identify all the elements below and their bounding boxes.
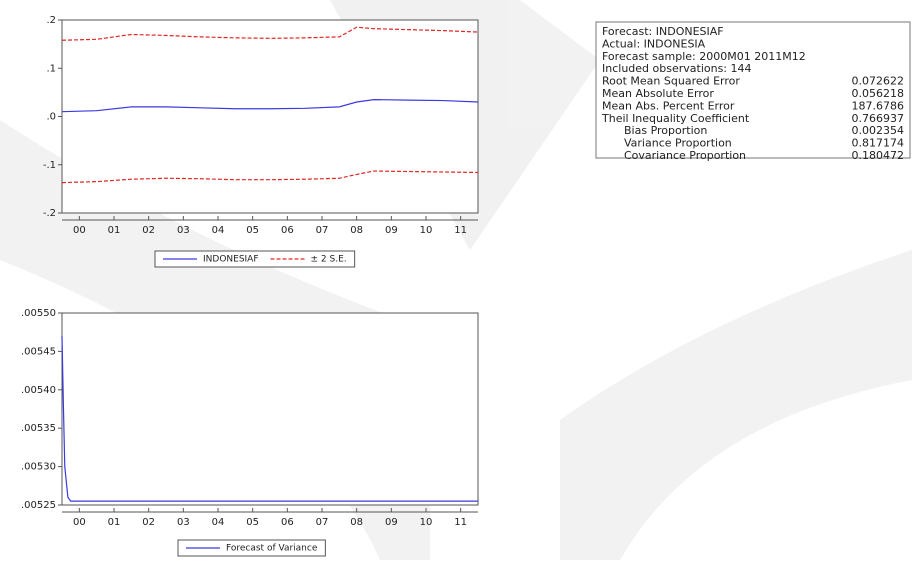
stats-label: Covariance Proportion bbox=[624, 149, 746, 162]
stats-label: Mean Absolute Error bbox=[602, 87, 714, 100]
stats-value: 0.766937 bbox=[852, 112, 905, 125]
x-tick-label: 05 bbox=[246, 517, 259, 528]
x-tick-label: 00 bbox=[73, 225, 86, 236]
x-tick-label: 05 bbox=[246, 225, 259, 236]
x-tick-label: 10 bbox=[420, 225, 433, 236]
stats-value: 0.180472 bbox=[852, 149, 905, 162]
legend-box bbox=[177, 539, 326, 557]
y-tick-label: -.1 bbox=[43, 160, 56, 171]
stats-line: Forecast: INDONESIAF bbox=[602, 25, 724, 38]
x-tick-label: 07 bbox=[316, 517, 329, 528]
legend-label: Forecast of Variance bbox=[226, 544, 318, 554]
x-tick-label: 00 bbox=[73, 517, 86, 528]
stats-line: Actual: INDONESIA bbox=[602, 37, 706, 50]
x-tick-label: 06 bbox=[281, 225, 294, 236]
x-tick-label: 01 bbox=[108, 225, 121, 236]
y-tick-label: -.2 bbox=[43, 208, 56, 219]
y-tick-label: .00545 bbox=[21, 346, 56, 357]
series-line bbox=[61, 170, 479, 184]
stats-label: Mean Abs. Percent Error bbox=[602, 99, 735, 112]
x-tick-label: 02 bbox=[142, 225, 155, 236]
stats-label: Root Mean Squared Error bbox=[602, 75, 740, 88]
y-tick-label: .0 bbox=[46, 112, 56, 123]
legend: INDONESIAF ± 2 S.E. bbox=[163, 255, 347, 265]
plot-frame bbox=[61, 19, 479, 214]
legend-box bbox=[154, 250, 356, 268]
x-tick-label: 01 bbox=[108, 517, 121, 528]
series-line bbox=[61, 99, 479, 113]
stats-line: Forecast sample: 2000M01 2011M12 bbox=[602, 50, 806, 63]
y-tick-label: .2 bbox=[46, 15, 56, 26]
series-line bbox=[61, 336, 478, 502]
x-tick-label: 06 bbox=[281, 517, 294, 528]
stats-value: 0.072622 bbox=[852, 75, 905, 88]
stats-value: 0.817174 bbox=[852, 137, 905, 150]
stats-value: 0.002354 bbox=[852, 124, 905, 137]
x-tick-label: 08 bbox=[350, 517, 363, 528]
series-line bbox=[61, 26, 479, 41]
x-tick-label: 10 bbox=[420, 517, 433, 528]
x-tick-label: 09 bbox=[385, 517, 398, 528]
y-tick-label: .00525 bbox=[21, 500, 56, 511]
x-tick-label: 08 bbox=[350, 225, 363, 236]
stats-line: Included observations: 144 bbox=[602, 62, 752, 75]
y-tick-label: .00550 bbox=[21, 308, 56, 319]
legend: Forecast of Variance bbox=[186, 544, 318, 554]
stats-value: 187.6786 bbox=[852, 99, 905, 112]
y-tick-label: .00530 bbox=[21, 462, 56, 473]
x-tick-label: 04 bbox=[212, 225, 225, 236]
x-tick-label: 03 bbox=[177, 225, 190, 236]
stats-label: Variance Proportion bbox=[624, 137, 732, 150]
x-tick-label: 02 bbox=[142, 517, 155, 528]
legend-label: INDONESIAF bbox=[203, 255, 259, 265]
x-tick-label: 11 bbox=[454, 517, 467, 528]
stats-value: 0.056218 bbox=[852, 87, 905, 100]
legend-label: ± 2 S.E. bbox=[311, 255, 347, 265]
x-tick-label: 09 bbox=[385, 225, 398, 236]
x-tick-label: 03 bbox=[177, 517, 190, 528]
stats-box bbox=[595, 21, 911, 159]
x-tick-label: 04 bbox=[212, 517, 225, 528]
y-tick-label: .00540 bbox=[21, 385, 56, 396]
plot-frame bbox=[61, 312, 479, 506]
stats-label: Bias Proportion bbox=[624, 124, 707, 137]
x-tick-label: 07 bbox=[316, 225, 329, 236]
y-tick-label: .00535 bbox=[21, 423, 56, 434]
y-tick-label: .1 bbox=[46, 63, 56, 74]
x-tick-label: 11 bbox=[454, 225, 467, 236]
stats-label: Theil Inequality Coefficient bbox=[601, 112, 750, 125]
decor-shape bbox=[560, 250, 912, 560]
